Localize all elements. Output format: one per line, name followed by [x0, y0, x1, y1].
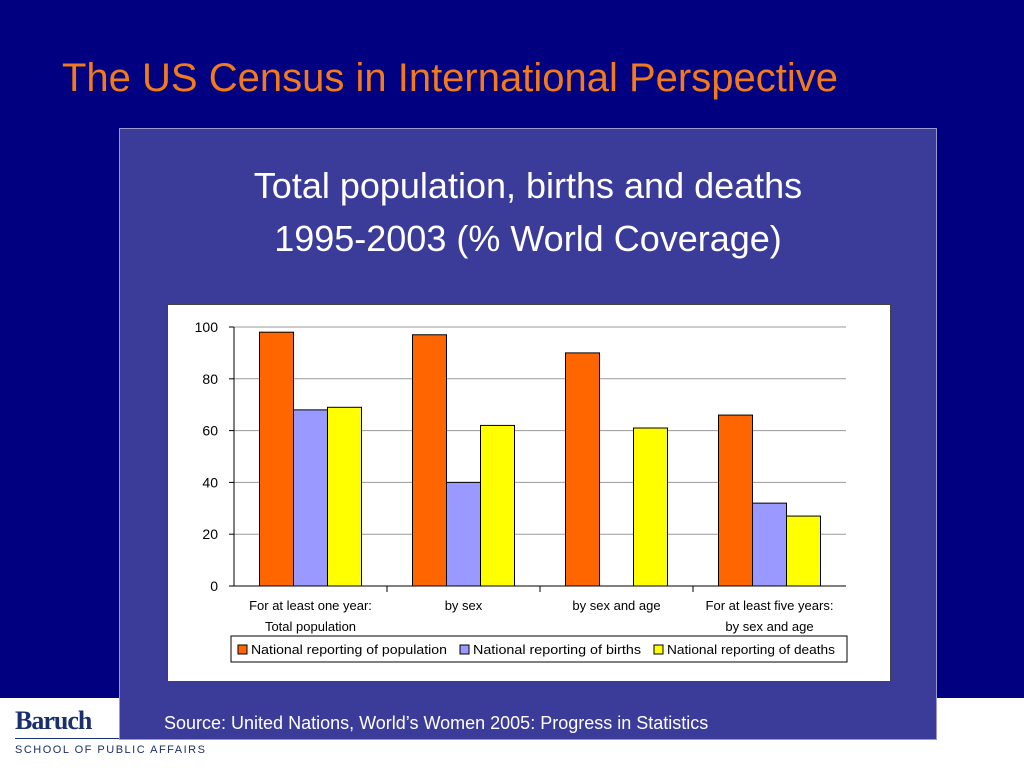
bar [446, 481, 481, 587]
x-category-label: Total population [265, 619, 356, 634]
y-tick-label: 40 [202, 474, 218, 490]
legend-label: National reporting of population [251, 642, 447, 657]
legend-label: National reporting of deaths [667, 642, 836, 657]
y-tick-label: 0 [210, 578, 218, 594]
bar [786, 515, 821, 587]
legend-label: National reporting of births [473, 642, 642, 657]
legend [230, 635, 848, 663]
bar [480, 424, 515, 587]
chart-title-line-2: 1995-2003 (% World Coverage) [274, 218, 782, 259]
bar [565, 352, 600, 587]
x-category-label: by sex [445, 598, 483, 613]
y-tick-label: 20 [202, 526, 218, 542]
legend-swatch [237, 644, 248, 655]
source-note: Source: United Nations, World’s Women 20… [164, 713, 709, 733]
bar [752, 502, 787, 587]
y-tick-label: 100 [195, 319, 219, 335]
slide-title: The US Census in International Perspecti… [62, 56, 838, 100]
x-category-label: by sex and age [572, 598, 660, 613]
bar-chart: 0 20 40 60 80 100 For at least one year: Total … [195, 319, 848, 663]
x-category-label: by sex and age [725, 619, 813, 634]
x-category-label: For at least one year: [249, 598, 372, 613]
bar [412, 334, 447, 587]
bar [327, 406, 362, 587]
school-name: SCHOOL OF PUBLIC AFFAIRS [15, 744, 207, 756]
chart-title-line-1: Total population, births and deaths [253, 165, 803, 206]
y-tick-label: 80 [202, 371, 218, 387]
baruch-logo: Baruch [15, 706, 92, 735]
bar [293, 409, 328, 587]
legend-swatch [459, 644, 470, 655]
x-category-label: For at least five years: [706, 598, 834, 613]
bar [259, 331, 294, 587]
logo-divider [15, 738, 180, 739]
chart-panel: Total population, births and deaths 1995… [119, 128, 937, 740]
legend-swatch [653, 644, 664, 655]
y-tick-label: 60 [202, 423, 218, 439]
plot-area: 0 20 40 60 80 100 For at least one year: Total … [167, 304, 891, 682]
chart-title: Total population, births and deaths 1995… [120, 159, 936, 265]
bar [633, 427, 668, 587]
bar [718, 414, 753, 587]
